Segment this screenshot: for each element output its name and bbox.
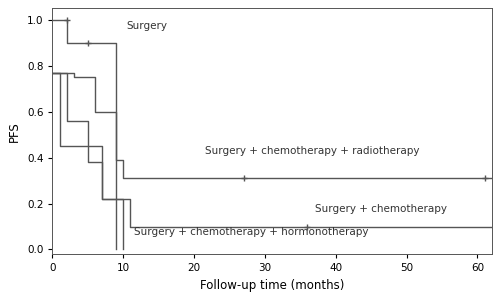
Y-axis label: PFS: PFS [8,121,22,142]
Text: Surgery + chemotherapy + radiotherapy: Surgery + chemotherapy + radiotherapy [204,146,419,157]
Text: Surgery + chemotherapy: Surgery + chemotherapy [314,204,446,214]
Text: Surgery + chemotherapy + hormonotherapy: Surgery + chemotherapy + hormonotherapy [134,227,368,237]
X-axis label: Follow-up time (months): Follow-up time (months) [200,279,344,292]
Text: Surgery: Surgery [127,21,168,31]
